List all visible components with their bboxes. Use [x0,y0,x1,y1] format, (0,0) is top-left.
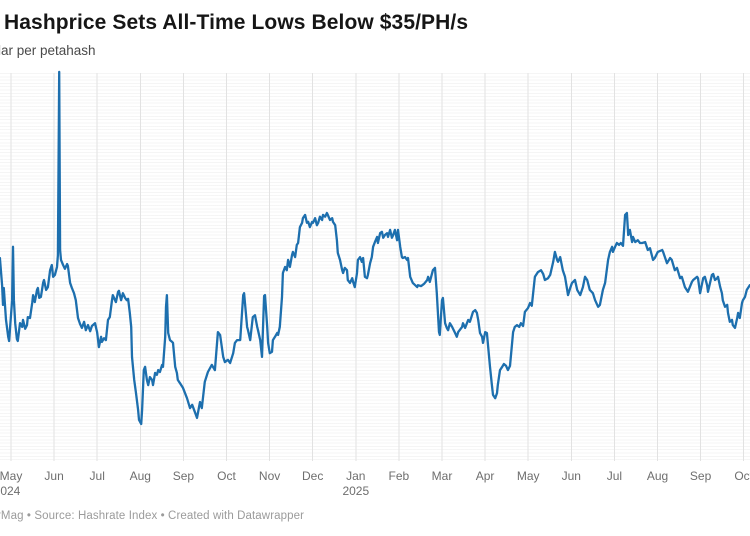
chart-title: Hashprice Sets All-Time Lows Below $35/P… [4,11,469,34]
x-axis-tick-label: Sep [172,469,195,483]
x-axis-tick-label: Jul [89,469,105,483]
x-axis-tick-label: Apr [475,469,495,483]
x-axis-tick-label: Feb [388,469,410,483]
x-axis-tick-label: Sep [689,469,712,483]
x-axis-year-label: 2025 [342,484,370,498]
x-axis-tick-label: Nov [258,469,281,483]
x-axis-tick-label: Dec [302,469,324,483]
x-axis-tick-label: Jun [561,469,581,483]
x-axis-tick-label: May [0,469,23,483]
x-axis-year-label: 2024 [0,484,21,498]
x-axis-tick-label: Oct [217,469,236,483]
x-axis-tick-label: May [516,469,540,483]
horizontal-fine-gridlines [0,73,750,461]
chart-subtitle: lar per petahash [0,43,96,58]
x-axis-tick-label: Oct [734,469,750,483]
x-axis-tick-label: Jan [346,469,366,483]
chart-footer: rMag • Source: Hashrate Index • Created … [0,510,305,522]
x-axis-tick-label: Aug [646,469,669,483]
hashprice-series-line [0,70,750,426]
x-axis-tick-label: Jul [606,469,623,483]
x-axis-tick-label: Jun [44,469,64,483]
x-axis-tick-label: Mar [431,469,453,483]
x-axis-tick-label: Aug [129,469,151,483]
